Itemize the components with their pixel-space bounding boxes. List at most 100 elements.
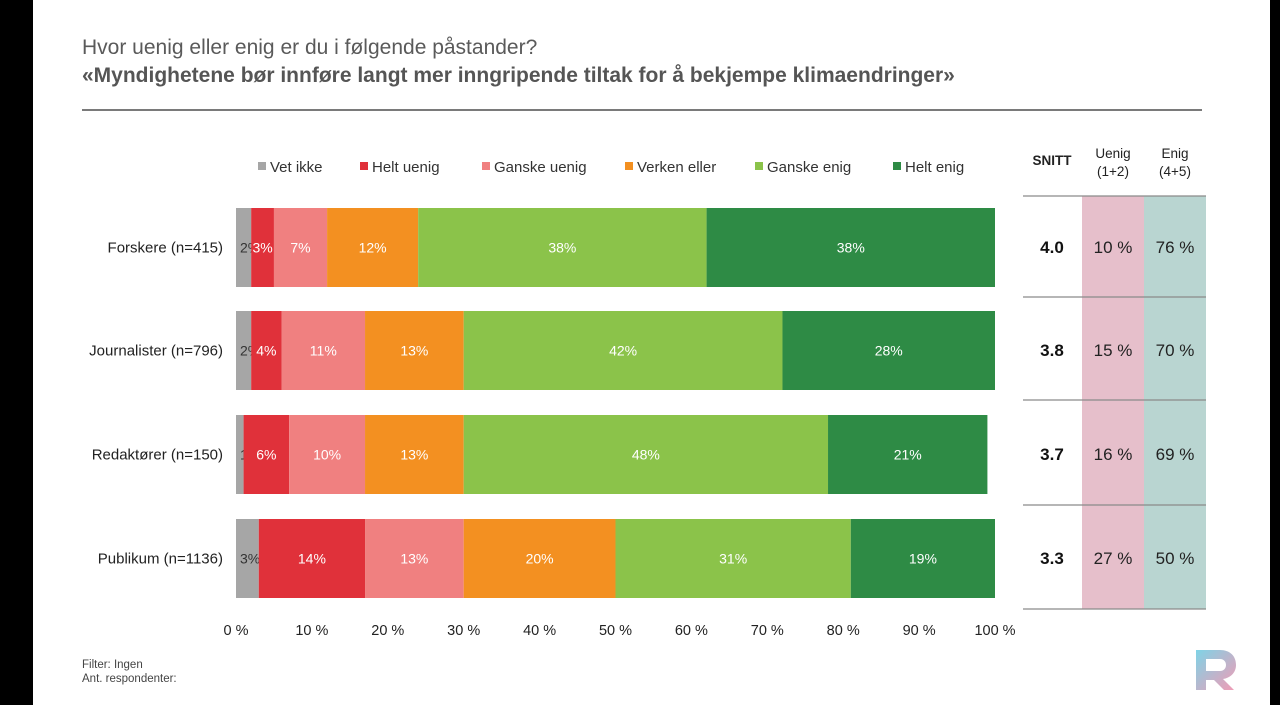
bar-segment-helt-enig — [782, 311, 995, 390]
x-tick-label: 60 % — [675, 623, 708, 639]
snitt-value: 3.3 — [1040, 549, 1064, 568]
header-enig-sub: (4+5) — [1159, 164, 1191, 179]
bar-segment-vet-ikke — [236, 208, 252, 287]
bar-segment-helt-enig — [850, 519, 995, 598]
uenig-value: 16 % — [1094, 445, 1133, 464]
header-snitt: SNITT — [1033, 153, 1073, 168]
data-label: 3% — [240, 551, 260, 567]
title-block: Hvor uenig eller enig er du i følgende p… — [82, 36, 955, 88]
data-label: 13% — [400, 447, 428, 463]
snitt-value: 3.7 — [1040, 445, 1064, 464]
data-label: 3% — [252, 240, 272, 256]
x-tick-label: 0 % — [224, 623, 249, 639]
uenig-column-bg — [1082, 196, 1144, 609]
bar-segment-ganske-uenig — [365, 519, 464, 598]
bar-segment-ganske-enig — [463, 415, 829, 494]
bar-segment-ganske-uenig — [281, 311, 366, 390]
enig-value: 69 % — [1156, 445, 1195, 464]
bar-segment-helt-uenig — [243, 415, 290, 494]
data-label: 19% — [909, 551, 937, 567]
filter-note: Filter: Ingen — [82, 659, 143, 671]
bar-segment-vet-ikke — [236, 311, 252, 390]
bar-segment-helt-uenig — [258, 519, 366, 598]
enig-value: 70 % — [1156, 341, 1195, 360]
legend-swatch-ganske-uenig — [482, 162, 490, 170]
legend-label-helt-uenig: Helt uenig — [372, 159, 440, 176]
data-label: 42% — [609, 343, 637, 359]
uenig-value: 27 % — [1094, 549, 1133, 568]
title-divider — [82, 109, 1202, 111]
data-label: 6% — [256, 447, 276, 463]
bar-segment-ganske-uenig — [273, 208, 328, 287]
legend-label-ganske-uenig: Ganske uenig — [494, 159, 587, 176]
brand-logo-icon — [1190, 644, 1240, 699]
data-label: 38% — [548, 240, 576, 256]
data-label: 31% — [719, 551, 747, 567]
left-border — [0, 0, 33, 705]
footer: Filter: Ingen Ant. respondenter: — [82, 658, 177, 686]
uenig-value: 10 % — [1094, 238, 1133, 257]
legend-swatch-helt-enig — [893, 162, 901, 170]
bar-segment-helt-enig — [706, 208, 995, 287]
data-label: 28% — [875, 343, 903, 359]
bar-segment-helt-enig — [828, 415, 988, 494]
enig-value: 76 % — [1156, 238, 1195, 257]
bar-segment-ganske-uenig — [289, 415, 366, 494]
bar-segment-verken-eller — [463, 519, 616, 598]
data-label: 13% — [400, 551, 428, 567]
legend-swatch-verken-eller — [625, 162, 633, 170]
category-label: Forskere (n=415) — [108, 240, 223, 257]
x-tick-label: 90 % — [903, 623, 936, 639]
legend-label-vet-ikke: Vet ikke — [270, 159, 323, 176]
chart-question: Hvor uenig eller enig er du i følgende p… — [82, 36, 538, 59]
snitt-value: 4.0 — [1040, 238, 1064, 257]
bar-segment-ganske-enig — [463, 311, 783, 390]
data-label: 12% — [359, 240, 387, 256]
category-label: Journalister (n=796) — [89, 343, 223, 360]
bar-segment-helt-uenig — [251, 208, 274, 287]
legend-swatch-vet-ikke — [258, 162, 266, 170]
legend-label-ganske-enig: Ganske enig — [767, 159, 851, 176]
x-tick-label: 100 % — [974, 623, 1015, 639]
bar-segment-verken-eller — [365, 311, 464, 390]
snitt-value: 3.8 — [1040, 341, 1064, 360]
legend-label-helt-enig: Helt enig — [905, 159, 964, 176]
x-tick-label: 80 % — [827, 623, 860, 639]
data-label: 38% — [837, 240, 865, 256]
bar-segment-ganske-enig — [615, 519, 851, 598]
bar-segment-verken-eller — [365, 415, 464, 494]
chart-statement: «Myndighetene bør innføre langt mer inng… — [82, 64, 955, 87]
uenig-value: 15 % — [1094, 341, 1133, 360]
bar-segment-verken-eller — [327, 208, 419, 287]
x-tick-label: 40 % — [523, 623, 556, 639]
x-tick-label: 70 % — [751, 623, 784, 639]
data-label: 14% — [298, 551, 326, 567]
bar-segment-ganske-enig — [418, 208, 707, 287]
x-tick-label: 50 % — [599, 623, 632, 639]
category-label: Redaktører (n=150) — [92, 447, 223, 464]
x-tick-label: 30 % — [447, 623, 480, 639]
category-label: Publikum (n=1136) — [98, 551, 223, 568]
legend-swatch-ganske-enig — [755, 162, 763, 170]
data-label: 7% — [290, 240, 310, 256]
x-tick-label: 10 % — [295, 623, 328, 639]
enig-value: 50 % — [1156, 549, 1195, 568]
bar-segment-vet-ikke — [236, 519, 259, 598]
right-border — [1270, 0, 1280, 705]
enig-column-bg — [1144, 196, 1206, 609]
x-tick-label: 20 % — [371, 623, 404, 639]
bar-segment-helt-uenig — [251, 311, 282, 390]
data-label: 11% — [310, 343, 337, 359]
bar-segment-vet-ikke — [236, 415, 244, 494]
data-label: 21% — [894, 447, 922, 463]
header-uenig: Uenig — [1095, 146, 1130, 161]
data-label: 13% — [400, 343, 428, 359]
data-label: 4% — [256, 343, 276, 359]
data-label: 10% — [313, 447, 341, 463]
respondents-note: Ant. respondenter: — [82, 673, 177, 685]
header-uenig-sub: (1+2) — [1097, 164, 1129, 179]
data-label: 20% — [526, 551, 554, 567]
legend-swatch-helt-uenig — [360, 162, 368, 170]
legend-label-verken-eller: Verken eller — [637, 159, 716, 176]
